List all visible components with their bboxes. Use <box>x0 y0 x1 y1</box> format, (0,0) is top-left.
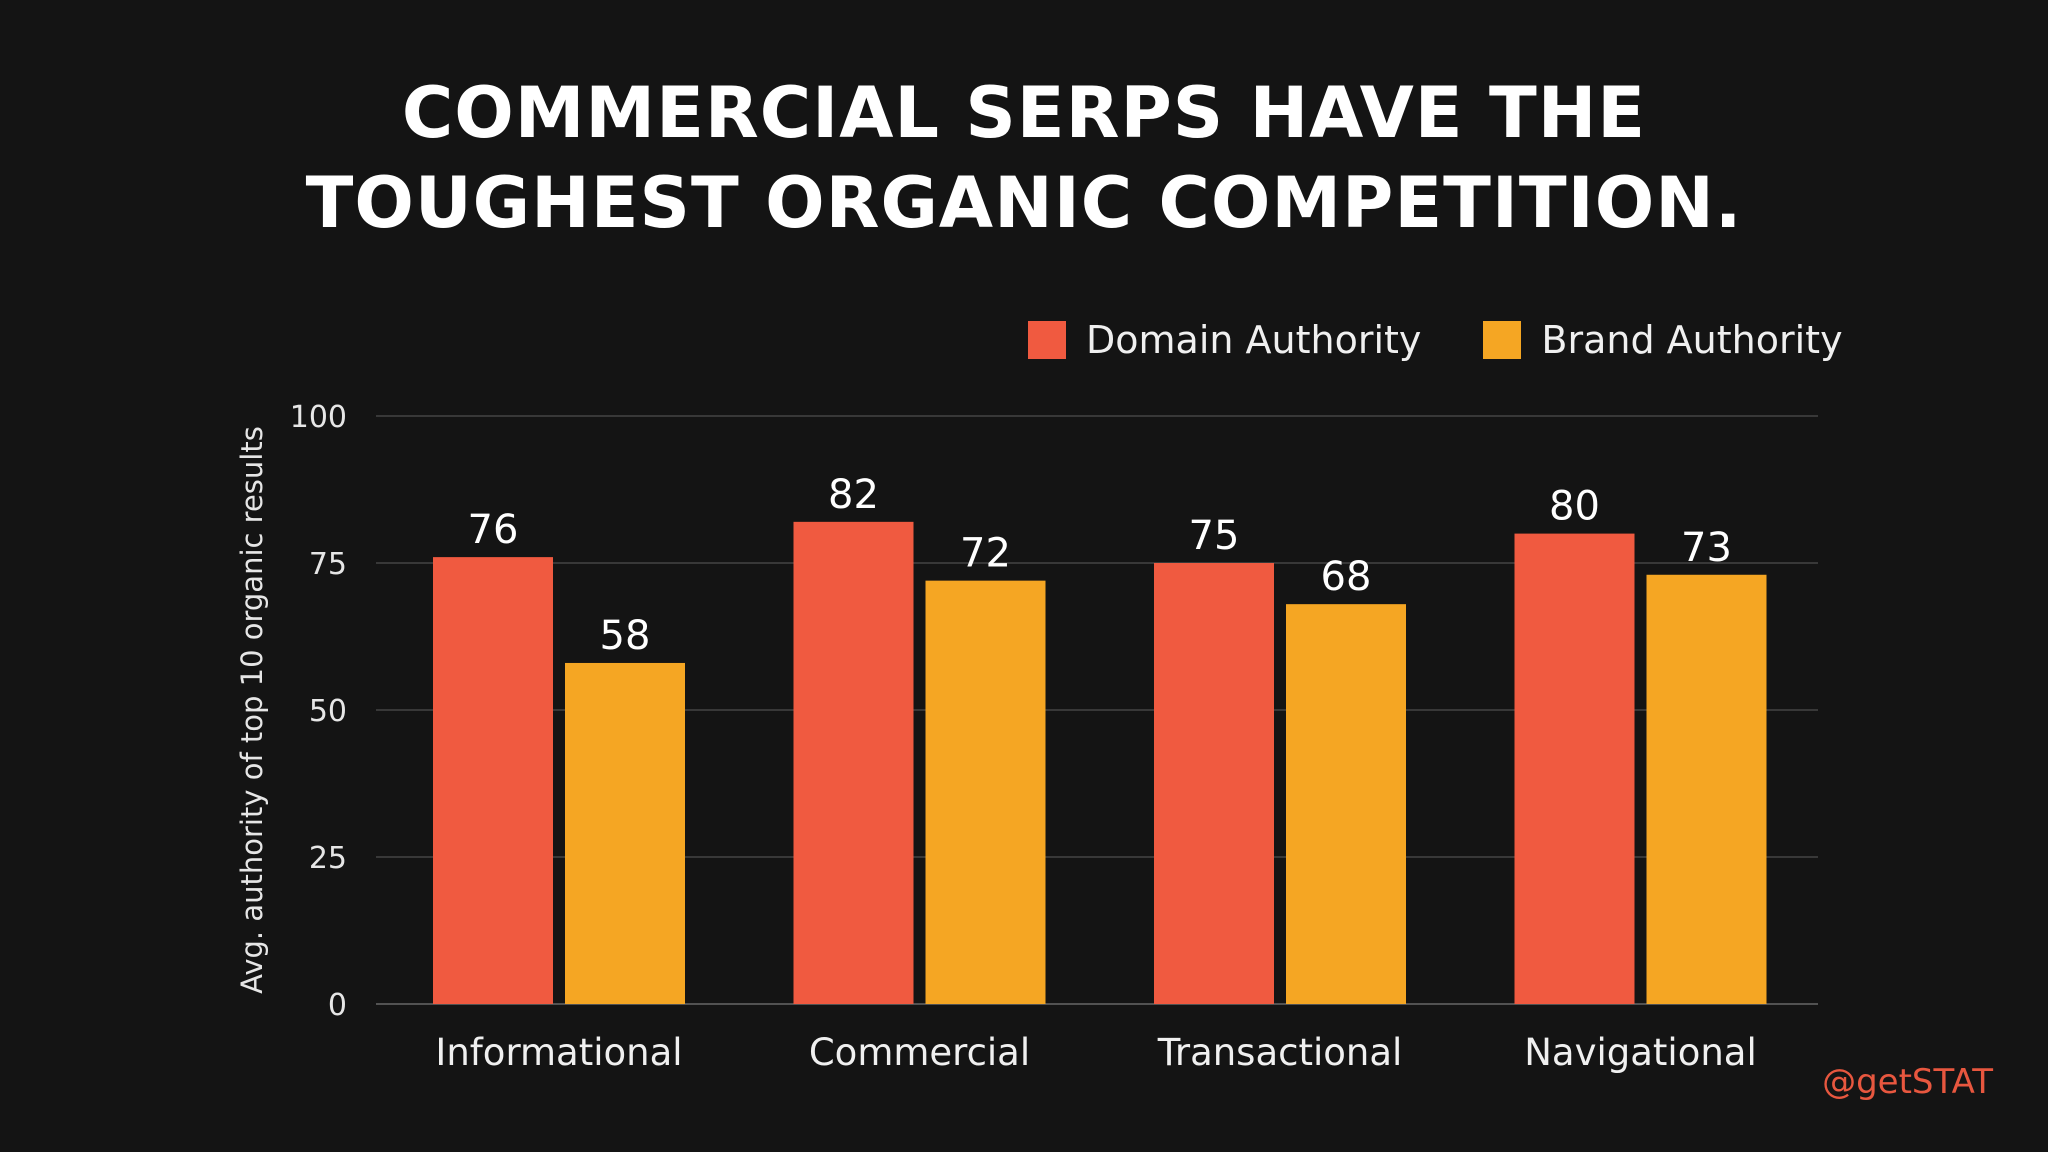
y-tick-label-50: 50 <box>309 694 347 729</box>
data-label-domain-authority-commercial: 82 <box>828 472 879 518</box>
bar-brand-authority-navigational <box>1646 574 1767 1004</box>
y-tick-label-25: 25 <box>309 841 347 876</box>
x-tick-label-transactional: Transactional <box>1157 1031 1403 1074</box>
chart-legend: Domain Authority Brand Authority <box>1028 318 1843 362</box>
x-tick-label-commercial: Commercial <box>809 1031 1030 1074</box>
legend-item-domain-authority: Domain Authority <box>1028 318 1421 362</box>
chart-title-line-1: COMMERCIAL SERPS HAVE THE <box>401 72 1647 154</box>
bar-brand-authority-transactional <box>1286 604 1406 1004</box>
x-tick-label-navigational: Navigational <box>1524 1031 1757 1074</box>
data-label-brand-authority-informational: 58 <box>600 613 651 659</box>
data-label-brand-authority-commercial: 72 <box>960 531 1011 577</box>
bar-domain-authority-navigational <box>1514 533 1635 1004</box>
legend-swatch-domain-authority <box>1028 321 1066 359</box>
watermark-handle: @getSTAT <box>1822 1062 1993 1102</box>
data-label-domain-authority-informational: 76 <box>468 507 519 553</box>
bar-brand-authority-informational <box>565 662 685 1004</box>
legend-label-brand-authority: Brand Authority <box>1541 318 1843 362</box>
legend-label-domain-authority: Domain Authority <box>1086 318 1422 362</box>
x-tick-label-informational: Informational <box>435 1031 682 1074</box>
legend-swatch-brand-authority <box>1483 321 1522 359</box>
y-tick-label-0: 0 <box>328 988 347 1023</box>
data-label-brand-authority-transactional: 68 <box>1321 554 1372 600</box>
data-label-domain-authority-navigational: 80 <box>1549 484 1600 530</box>
bar-domain-authority-informational <box>433 557 553 1004</box>
legend-item-brand-authority: Brand Authority <box>1483 318 1843 362</box>
bar-brand-authority-commercial <box>925 580 1046 1004</box>
bar-domain-authority-commercial <box>793 521 914 1004</box>
bar-domain-authority-transactional <box>1154 563 1274 1004</box>
data-label-domain-authority-transactional: 75 <box>1189 513 1240 559</box>
chart-title: COMMERCIAL SERPS HAVE THE TOUGHEST ORGAN… <box>0 68 2048 248</box>
chart-title-line-2: TOUGHEST ORGANIC COMPETITION. <box>305 162 1743 244</box>
data-label-brand-authority-navigational: 73 <box>1681 525 1732 571</box>
y-axis-label: Avg. authority of top 10 organic results <box>235 426 269 994</box>
y-tick-label-100: 100 <box>290 400 347 435</box>
y-tick-label-75: 75 <box>309 547 347 582</box>
